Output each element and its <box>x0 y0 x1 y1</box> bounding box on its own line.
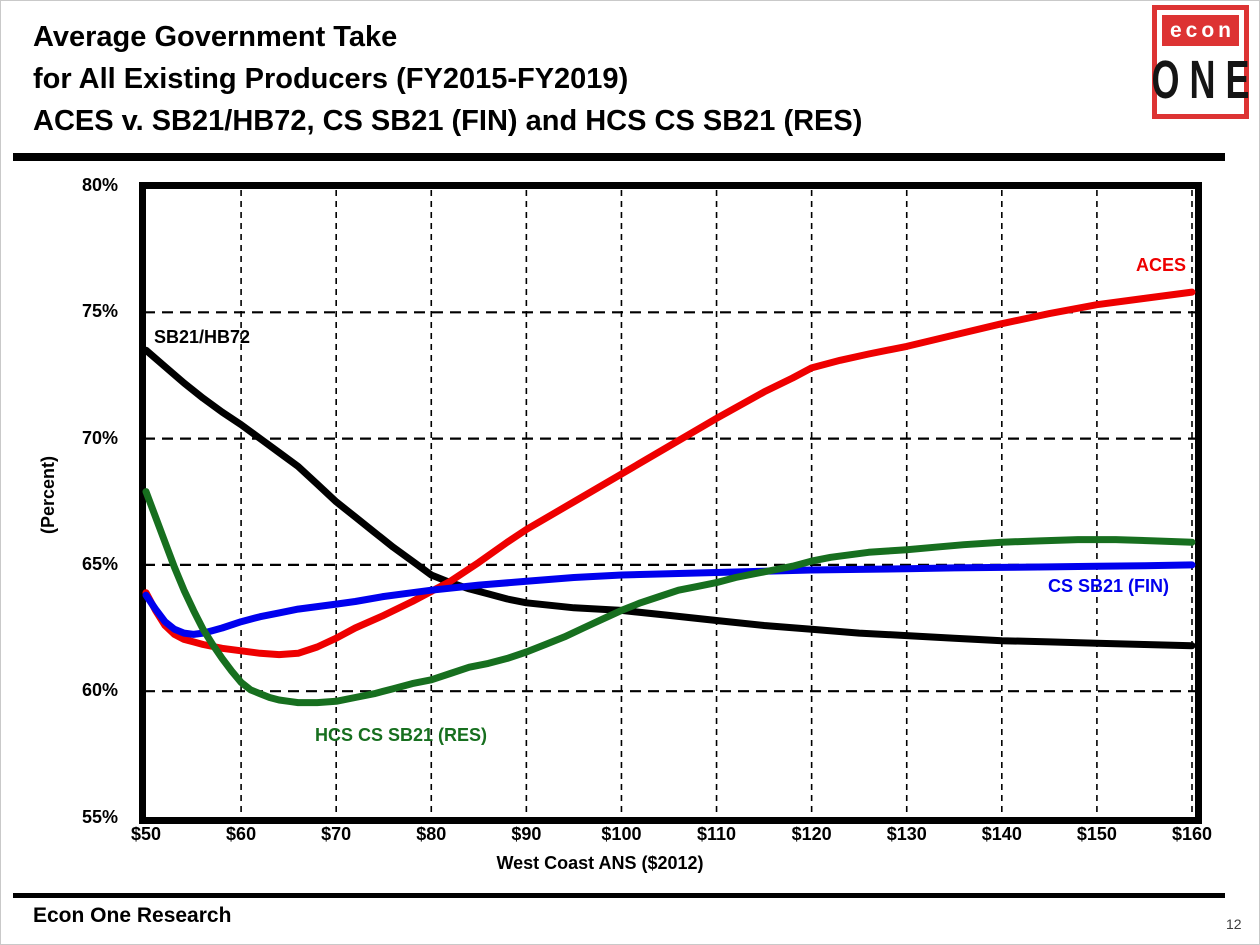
series-line-aces <box>142 288 1196 659</box>
y-axis-title: (Percent) <box>38 455 58 535</box>
x-tick-label: $130 <box>886 824 927 844</box>
footer-company: Econ One Research <box>33 904 232 927</box>
x-tick-label: $140 <box>981 824 1022 844</box>
title-line-1: Average Government Take <box>33 21 398 53</box>
x-tick-label: $110 <box>697 824 737 844</box>
series-label-hcs-cs-sb21-res: HCS CS SB21 (RES) <box>315 725 488 745</box>
x-tick-label: $90 <box>511 824 542 844</box>
logo-one-text: ONE <box>1151 48 1260 111</box>
page-title: Average Government Take for All Existing… <box>33 16 862 142</box>
x-tick-label: $120 <box>791 824 832 844</box>
y-tick-label: 75% <box>81 301 118 322</box>
logo-econ-text: econ <box>1162 15 1239 46</box>
footer-divider-rule <box>13 893 1225 898</box>
x-tick-label: $160 <box>1171 824 1213 844</box>
y-tick-label: 70% <box>81 427 118 448</box>
title-line-2: for All Existing Producers (FY2015-FY201… <box>33 63 629 95</box>
title-divider-rule <box>13 153 1225 161</box>
series-label-sb21-hb72: SB21/HB72 <box>154 327 251 347</box>
series-line-sb21-hb72 <box>142 346 1196 650</box>
series-label-cs-sb21-fin: CS SB21 (FIN) <box>1048 576 1170 596</box>
x-tick-label: $70 <box>321 824 352 844</box>
page-number: 12 <box>1226 916 1242 932</box>
title-line-3: ACES v. SB21/HB72, CS SB21 (FIN) and HCS… <box>33 105 863 137</box>
x-tick-label: $80 <box>416 824 447 844</box>
x-tick-label: $150 <box>1076 824 1117 844</box>
series-line-hcs-cs-sb21-res- <box>142 488 1196 707</box>
y-tick-label: 60% <box>81 680 118 701</box>
x-tick-label: $60 <box>226 824 257 844</box>
x-tick-label: $50 <box>130 824 162 844</box>
y-tick-label: 65% <box>81 553 118 574</box>
x-axis-title: West Coast ANS ($2012) <box>496 853 704 873</box>
plot-frame <box>139 182 1202 824</box>
econ-one-logo: econ ONE <box>1152 5 1250 119</box>
y-tick-label: 55% <box>81 806 118 827</box>
series-line-cs-sb21-fin- <box>142 561 1196 638</box>
series-label-aces: ACES <box>1136 255 1187 275</box>
y-tick-label: 80% <box>81 175 118 195</box>
x-tick-label: $100 <box>601 824 642 844</box>
